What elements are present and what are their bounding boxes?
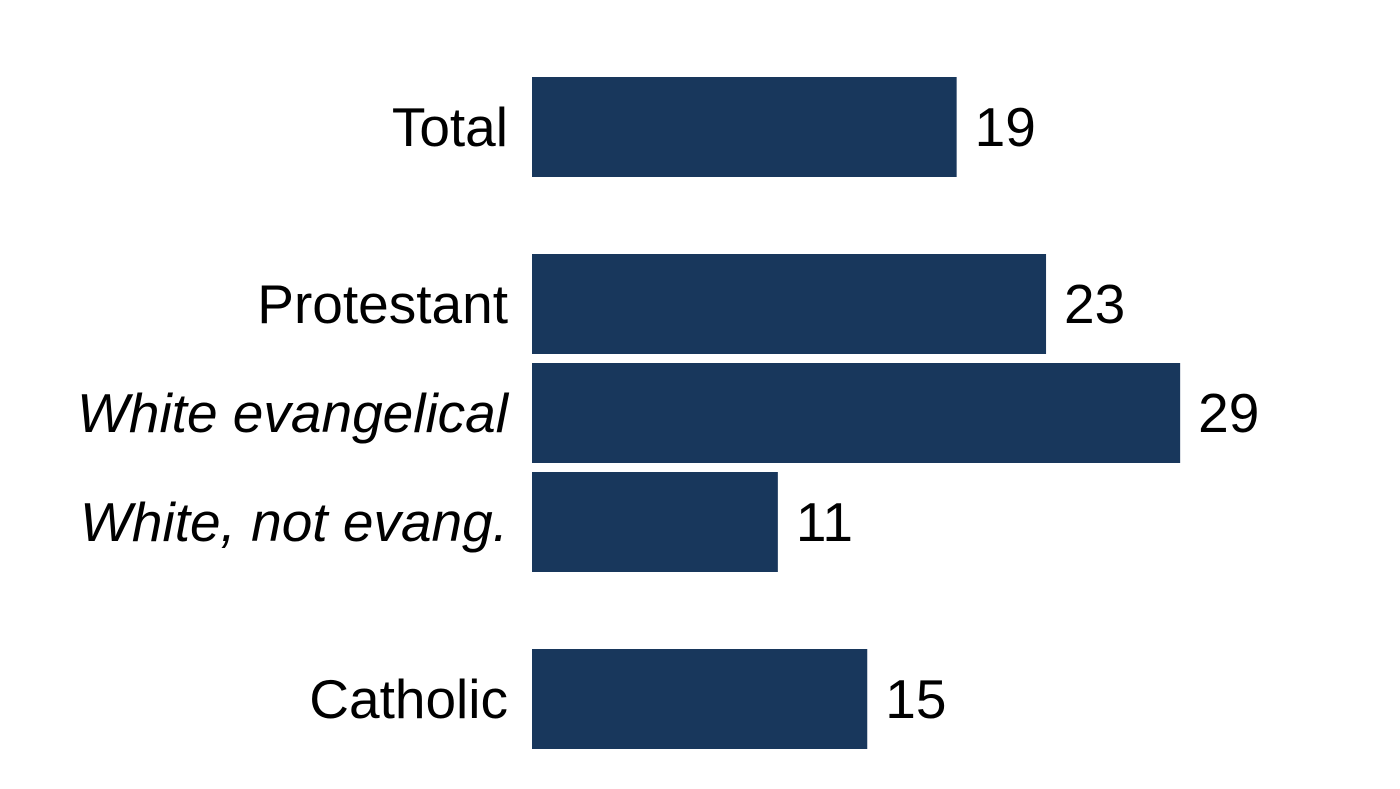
bar-protestant xyxy=(532,254,1047,354)
bar-white-not-evang xyxy=(532,472,778,572)
category-label-white-evangelical: White evangelical xyxy=(77,382,510,444)
bar-total xyxy=(532,77,957,177)
value-label-protestant: 23 xyxy=(1064,273,1125,335)
bar-white-evangelical xyxy=(532,363,1181,463)
value-label-total: 19 xyxy=(975,96,1036,158)
category-label-protestant: Protestant xyxy=(257,273,508,335)
value-label-catholic: 15 xyxy=(885,668,946,730)
category-label-catholic: Catholic xyxy=(309,668,508,730)
value-label-white-evangelical: 29 xyxy=(1198,382,1259,444)
category-label-total: Total xyxy=(392,96,508,158)
bar-catholic xyxy=(532,649,868,749)
category-label-white-not-evang: White, not evang. xyxy=(80,491,508,553)
value-label-white-not-evang: 11 xyxy=(796,491,853,553)
